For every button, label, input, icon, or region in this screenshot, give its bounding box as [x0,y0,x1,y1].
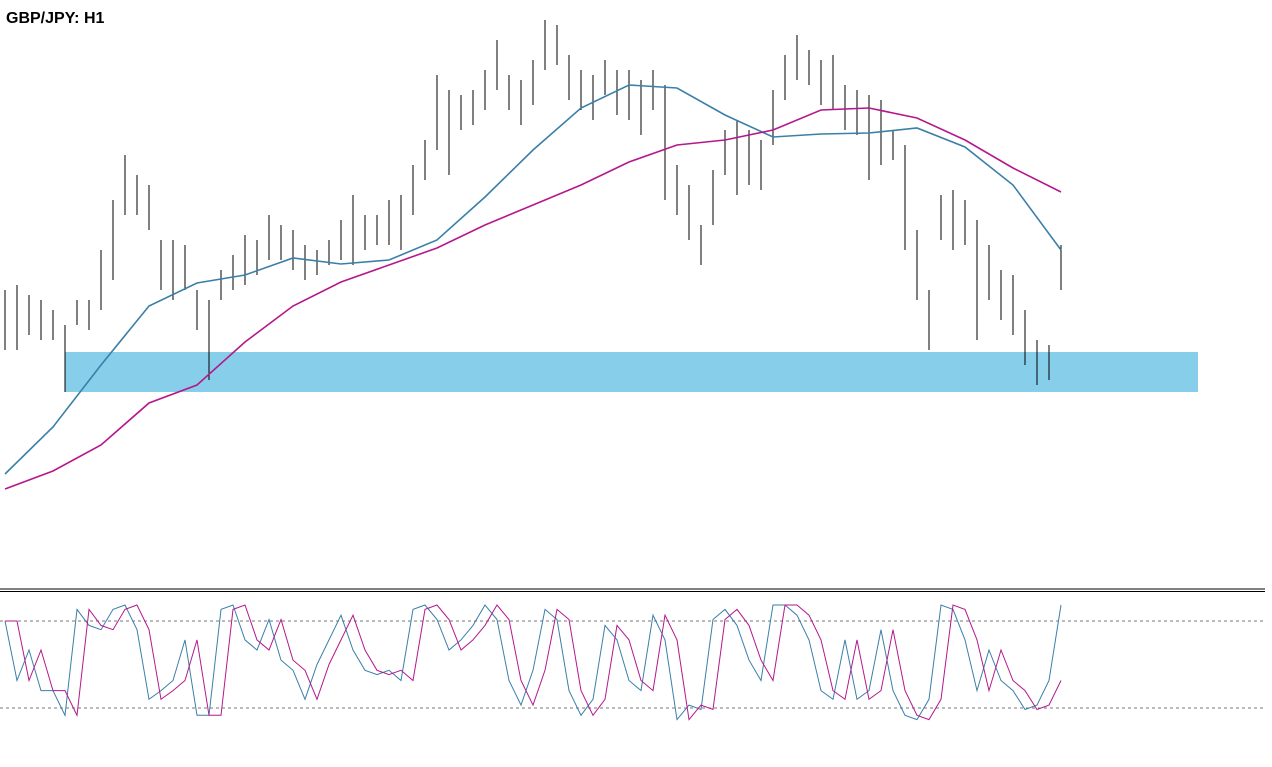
chart-title: GBP/JPY: H1 [6,10,105,27]
zone [65,352,1198,392]
price-panel [4,20,1198,490]
stochastic-line [4,604,1062,721]
moving-average [4,84,1062,475]
moving-average [4,107,1062,490]
oscillator-panel [0,604,1265,721]
stochastic-line [5,604,1062,721]
